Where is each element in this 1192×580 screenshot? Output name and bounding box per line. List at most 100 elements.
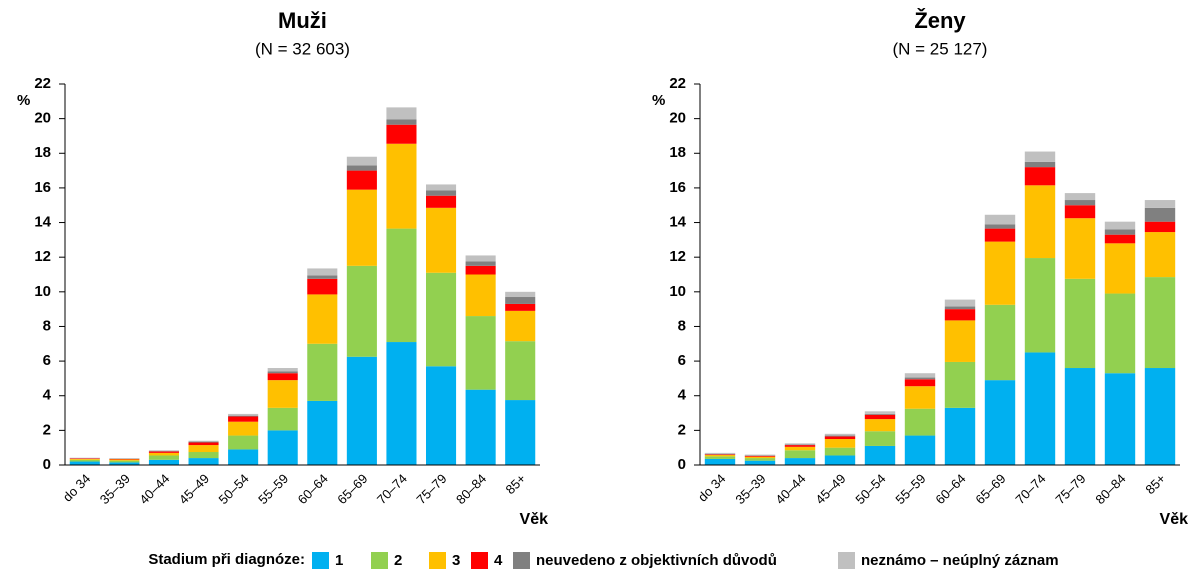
bar-segment [824, 447, 856, 456]
chart-title: Muži [278, 8, 327, 33]
bar-segment [148, 459, 179, 465]
bar-segment [346, 356, 377, 465]
bar-segment [824, 455, 856, 465]
bar-segment [944, 299, 976, 307]
bar-segment [1104, 221, 1136, 230]
x-tick-label: 65–69 [972, 471, 1008, 507]
legend-label: 1 [335, 552, 343, 569]
chart-subtitle: (N = 25 127) [893, 39, 988, 58]
bar-segment [984, 214, 1016, 225]
bar-segment [824, 436, 856, 440]
bar-segment [904, 377, 936, 380]
bar-segment [904, 379, 936, 387]
x-tick-label: 60–64 [932, 471, 968, 507]
bar-segment [307, 343, 338, 401]
bar-segment [188, 440, 219, 442]
x-tick-label: 50–54 [216, 471, 252, 507]
x-tick-label: 80–84 [1092, 471, 1128, 507]
bar-segment [465, 265, 496, 275]
bar-segment [1064, 368, 1096, 465]
bar-segment [744, 460, 776, 465]
bar-segment [505, 400, 536, 465]
bar-segment [944, 361, 976, 408]
bar-segment [505, 297, 536, 304]
bar-segment [188, 445, 219, 453]
bar-segment [465, 261, 496, 266]
legend-label: neznámo – neúplný záznam [861, 552, 1059, 569]
bar-segment [228, 416, 259, 422]
bar-segment [1064, 278, 1096, 369]
bar-segment [984, 304, 1016, 381]
bar-segment [465, 274, 496, 317]
bar-segment [109, 460, 140, 463]
chart-title: Ženy [914, 8, 966, 33]
bar-segment [386, 124, 417, 144]
legend-label: 4 [494, 552, 503, 569]
bar-segment [346, 189, 377, 266]
bar-segment [744, 458, 776, 461]
bar-segment [824, 435, 856, 437]
bar-segment [704, 456, 736, 459]
bar-segment [188, 442, 219, 446]
bar-segment [1024, 151, 1056, 162]
bar-segment [307, 294, 338, 344]
bar-segment [904, 435, 936, 465]
legend-swatch [471, 552, 488, 569]
bar-segment [267, 380, 298, 408]
bar-segment [346, 265, 377, 357]
y-tick-label: 8 [678, 317, 686, 334]
bar-segment [1104, 293, 1136, 374]
bar-segment [267, 407, 298, 431]
legend-swatch [513, 552, 530, 569]
bar-segment [228, 421, 259, 436]
x-tick-label: 55–59 [255, 471, 291, 507]
x-tick-label: 70–74 [1012, 471, 1048, 507]
x-tick-label: 45–49 [176, 471, 212, 507]
y-tick-label: 10 [669, 283, 686, 300]
bar-segment [109, 458, 140, 460]
bar-segment [704, 452, 736, 455]
bar-segment [1144, 200, 1176, 208]
bar-segment [505, 291, 536, 298]
bar-segment [505, 341, 536, 401]
bar-segment [1064, 205, 1096, 219]
y-tick-label: 12 [34, 248, 51, 265]
bar-segment [944, 407, 976, 465]
bar-segment [465, 255, 496, 262]
bar-segment [1064, 218, 1096, 279]
bar-segment [944, 306, 976, 310]
x-tick-label: 85+ [1142, 471, 1168, 497]
bar-segment [864, 419, 896, 432]
y-tick-label: 10 [34, 283, 51, 300]
x-tick-label: 50–54 [852, 471, 888, 507]
bar-segment [1104, 229, 1136, 235]
bar-segment [188, 458, 219, 465]
bar-segment [69, 461, 100, 465]
bar-segment [904, 373, 936, 378]
x-tick-label: 75–79 [413, 471, 449, 507]
bar-segment [784, 458, 816, 465]
bar-segment [346, 170, 377, 190]
y-axis-label: % [17, 92, 30, 109]
bar-segment [984, 380, 1016, 465]
bar-segment [386, 119, 417, 125]
y-tick-label: 18 [34, 144, 51, 161]
bar-segment [824, 433, 856, 436]
bar-segment [1144, 232, 1176, 278]
x-tick-label: 85+ [503, 471, 529, 497]
y-tick-label: 0 [43, 456, 51, 473]
legend-title: Stadium při diagnóze: [148, 551, 305, 568]
bar-segment [864, 413, 896, 415]
bar-segment [346, 165, 377, 171]
x-tick-label: 55–59 [892, 471, 928, 507]
x-axis-label: Věk [520, 511, 549, 528]
y-tick-label: 20 [669, 110, 686, 127]
bar-segment [1104, 243, 1136, 294]
bar-segment [228, 415, 259, 417]
bar-segment [704, 458, 736, 465]
bar-segment [148, 455, 179, 460]
x-tick-label: 40–44 [136, 471, 172, 507]
bar-segment [386, 143, 417, 229]
bar-segment [904, 408, 936, 436]
